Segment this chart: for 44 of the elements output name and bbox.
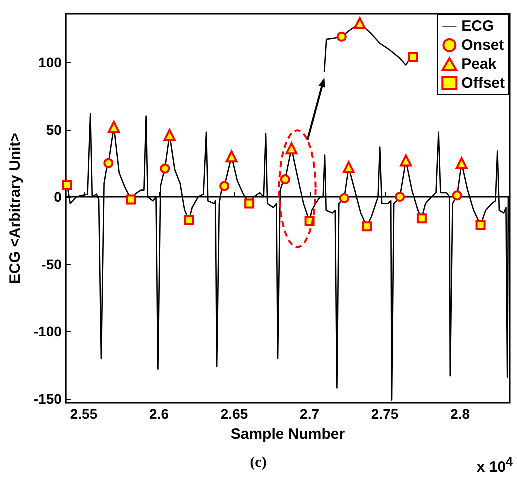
point [416, 214, 427, 224]
point [160, 164, 170, 174]
point [108, 121, 120, 134]
x-tick-label: 2.65 [220, 406, 248, 422]
y-axis-title: ECG <Arbitrary Unit> [7, 132, 24, 284]
point [286, 142, 298, 155]
x-axis-title: Sample Number [230, 426, 346, 443]
text: (c) [250, 455, 267, 471]
point [476, 220, 486, 230]
point [244, 198, 255, 209]
y-tick-label: 100 [38, 54, 62, 70]
legend-label: ECG [462, 18, 494, 35]
point [354, 17, 366, 30]
point [342, 161, 355, 174]
point [456, 157, 468, 170]
point [184, 214, 194, 225]
legend-label: Offset [462, 75, 506, 92]
y-tick-label: -100 [34, 324, 62, 340]
point [336, 32, 347, 42]
point [164, 129, 176, 142]
point [408, 52, 418, 62]
y-tick-label: -50 [42, 256, 62, 272]
x-tick-label: 2.8 [450, 406, 470, 422]
point [452, 190, 462, 201]
point [226, 150, 238, 163]
point [104, 158, 114, 168]
x-tick-label: 2.75 [371, 406, 399, 422]
legend-label: Onset [462, 37, 504, 54]
point [220, 181, 230, 192]
x-tick-label: 2.6 [150, 406, 170, 422]
y-tick-label: 0 [54, 189, 62, 206]
point [339, 193, 350, 204]
point [395, 192, 406, 202]
point [126, 194, 136, 205]
x-tick-label: 2.55 [70, 406, 98, 422]
point [62, 180, 72, 190]
legend-label: Peak [462, 56, 498, 73]
point [362, 222, 372, 232]
x-tick-label: 2.7 [300, 406, 320, 422]
point [400, 154, 412, 167]
point [280, 174, 290, 185]
text: x 10$^{4}$ [476, 455, 513, 476]
y-tick-label: -150 [34, 390, 62, 407]
y-tick-label: 50 [46, 122, 62, 138]
